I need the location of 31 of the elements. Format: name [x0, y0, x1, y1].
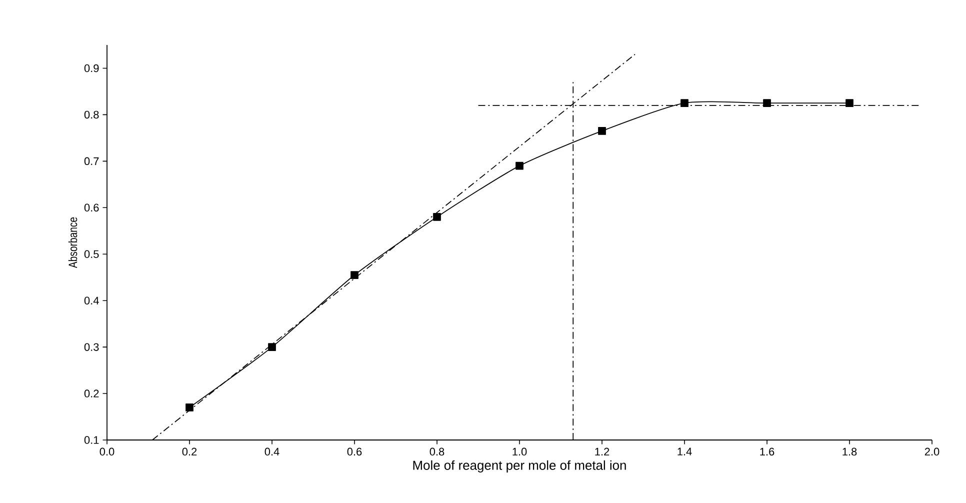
x-tick-label: 0.4: [264, 448, 280, 456]
x-tick-label: 1.4: [678, 448, 692, 456]
x-tick-label: 1.2: [595, 448, 610, 456]
x-tick-label: 0.0: [100, 448, 114, 456]
x-tick-label: 1.8: [842, 448, 857, 456]
point: [516, 162, 524, 170]
point: [680, 99, 688, 108]
x-tick-label: 0.6: [347, 448, 362, 456]
point: [763, 99, 771, 108]
y-tick-label: 0.4: [84, 296, 99, 304]
y-tick-label: 0.7: [84, 157, 99, 166]
y-tick-label: 0.3: [84, 343, 99, 351]
y-axis-title: Absorbance: [68, 217, 78, 268]
x-tick-label: 1.6: [760, 448, 774, 456]
y-tick-label: 0.8: [84, 110, 99, 119]
point: [846, 99, 854, 108]
point: [268, 343, 276, 351]
point: [350, 271, 358, 279]
y-tick-label: 0.2: [84, 390, 99, 398]
x-axis-title: Mole of reagent per mole of metal ion: [413, 460, 626, 472]
y-tick-label: 0.5: [84, 250, 99, 258]
y-tick-label: 0.1: [84, 436, 99, 444]
x-tick-label: 2.0: [924, 448, 940, 456]
y-tick-label: 0.9: [84, 64, 99, 72]
point: [598, 127, 606, 135]
x-tick-label: 0.2: [182, 448, 197, 456]
point: [433, 213, 441, 221]
point: [186, 404, 194, 412]
x-tick-label: 0.8: [430, 448, 444, 456]
y-tick-label: 0.6: [84, 204, 99, 212]
x-tick-label: 1.0: [512, 448, 527, 456]
